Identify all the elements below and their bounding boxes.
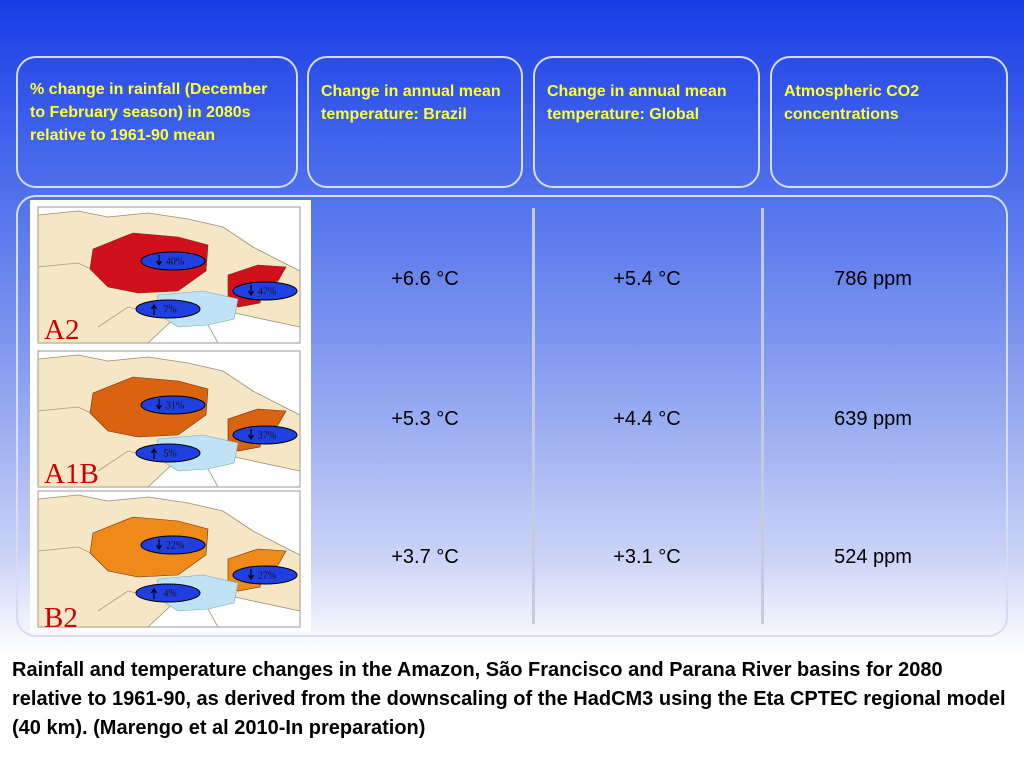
- change-ellipse: [135, 443, 201, 463]
- south-change-label: 4%: [163, 589, 176, 600]
- global-temp-a2: +5.4 °C: [613, 268, 681, 290]
- arrow-down-icon: [247, 569, 255, 581]
- rainfall-map-b2: 22% 27% 4%: [37, 490, 301, 628]
- arrow-up-icon: [150, 587, 158, 599]
- amazon-change-label: 31%: [166, 401, 184, 412]
- results-panel: [16, 195, 1008, 637]
- change-ellipse: [232, 425, 298, 445]
- brazil-temp-a1b: +5.3 °C: [391, 408, 459, 430]
- global-temp-b2: +3.1 °C: [613, 546, 681, 568]
- header-brazil-temperature: Change in annual mean temperature: Brazi…: [307, 56, 523, 188]
- rainfall-map-a2: 40% 47% 7%: [37, 206, 301, 344]
- column-divider: [761, 208, 764, 624]
- arrow-down-icon: [155, 255, 163, 267]
- arrow-down-icon: [155, 539, 163, 551]
- arrow-up-icon: [150, 447, 158, 459]
- brazil-temp-a2: +6.6 °C: [391, 268, 459, 290]
- global-temp-a1b: +4.4 °C: [613, 408, 681, 430]
- co2-a2: 786 ppm: [834, 268, 912, 290]
- arrow-up-icon: [150, 303, 158, 315]
- scenario-label-a2: A2: [44, 314, 80, 346]
- header-co2-concentrations: Atmospheric CO2 concentrations: [770, 56, 1008, 188]
- amazon-change-label: 22%: [166, 541, 184, 552]
- arrow-down-icon: [247, 285, 255, 297]
- change-ellipse: [232, 565, 298, 585]
- change-ellipse: [140, 535, 206, 555]
- south-change-label: 7%: [163, 305, 176, 316]
- rainfall-map-a1b: 31% 37% 5%: [37, 350, 301, 488]
- scenario-label-a1b: A1B: [44, 458, 99, 490]
- co2-b2: 524 ppm: [834, 546, 912, 568]
- column-divider: [532, 208, 535, 624]
- scenario-label-b2: B2: [44, 602, 78, 634]
- rainfall-maps-svg: 40% 47% 7% 31% 37% 5% 22% 27% 4%: [37, 206, 301, 628]
- arrow-down-icon: [247, 429, 255, 441]
- northeast-change-label: 37%: [258, 431, 276, 442]
- change-ellipse: [140, 251, 206, 271]
- header-rainfall-change: % change in rainfall (December to Februa…: [16, 56, 298, 188]
- northeast-change-label: 47%: [258, 287, 276, 298]
- northeast-change-label: 27%: [258, 571, 276, 582]
- brazil-temp-b2: +3.7 °C: [391, 546, 459, 568]
- figure-caption: Rainfall and temperature changes in the …: [12, 659, 1006, 739]
- header-global-temperature: Change in annual mean temperature: Globa…: [533, 56, 760, 188]
- change-ellipse: [232, 281, 298, 301]
- co2-a1b: 639 ppm: [834, 408, 912, 430]
- amazon-change-label: 40%: [166, 257, 184, 268]
- scenario-maps: 40% 47% 7% 31% 37% 5% 22% 27% 4% A2 A1B B2: [30, 200, 311, 634]
- change-ellipse: [135, 299, 201, 319]
- arrow-down-icon: [155, 399, 163, 411]
- change-ellipse: [140, 395, 206, 415]
- south-change-label: 5%: [163, 449, 176, 460]
- change-ellipse: [135, 583, 201, 603]
